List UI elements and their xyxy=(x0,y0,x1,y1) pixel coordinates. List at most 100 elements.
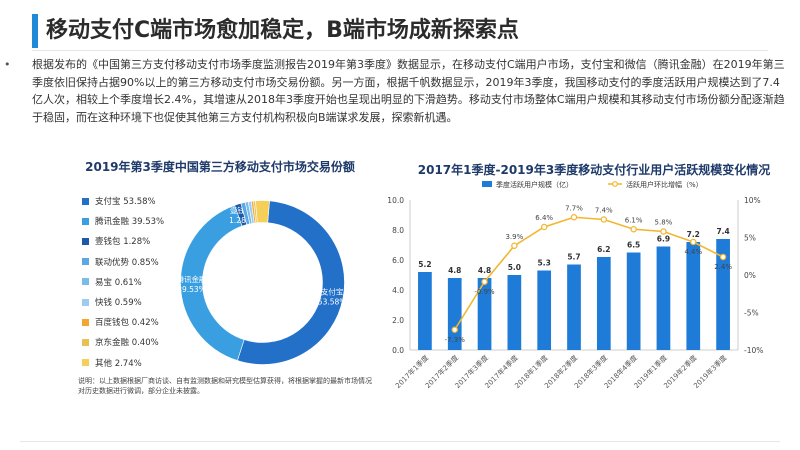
pie-legend-swatch xyxy=(82,258,89,266)
pie-legend-swatch xyxy=(82,197,89,205)
bullet-marker: • xyxy=(4,58,11,71)
left-tick-label: 0.0 xyxy=(392,346,404,355)
pie-legend-label: 易宝 0.61% xyxy=(95,277,142,288)
pie-chart-title: 2019年第3季度中国第三方移动支付市场交易份额 xyxy=(85,160,355,174)
left-tick-label: 10.0 xyxy=(387,196,404,205)
bar-legend-label: 季度活跃用户规模（亿） xyxy=(496,180,573,189)
pie-legend-swatch xyxy=(82,237,89,245)
pie-legend-swatch xyxy=(82,338,89,346)
growth-label: -7.3% xyxy=(445,336,466,344)
intro-paragraph: • 根据发布的《中国第三方支付移动支付市场季度监测报告2019年第3季度》数据显示… xyxy=(4,56,788,126)
combo-chart-title: 2017年1季度-2019年3季度移动支付行业用户活跃规模变化情况 xyxy=(417,163,771,177)
pie-legend-label: 快钱 0.59% xyxy=(95,298,142,309)
right-tick-label: -5% xyxy=(744,309,759,318)
pie-legend-swatch xyxy=(82,318,89,326)
bar-value-label: 5.0 xyxy=(508,263,521,272)
bar-value-label: 7.2 xyxy=(687,230,700,239)
pie-legend-swatch xyxy=(82,217,89,225)
growth-label: 6.4% xyxy=(535,214,553,222)
bar-value-label: 4.8 xyxy=(448,266,461,275)
bar xyxy=(477,278,492,350)
bottom-divider xyxy=(20,441,780,442)
pie-legend: 支付宝 53.58% 腾讯金融 39.53% 壹钱包 1.28% 联动优势 0.85%… xyxy=(82,191,242,373)
pie-legend-item: 壹钱包 1.28% xyxy=(82,231,242,251)
pie-legend-item: 腾讯金融 39.53% xyxy=(82,211,242,231)
growth-point xyxy=(690,238,697,246)
growth-point xyxy=(540,223,548,231)
pie-legend-label: 联动优势 0.85% xyxy=(95,257,159,268)
right-tick-label: 5% xyxy=(744,234,756,243)
pie-slice-label: 39.53% xyxy=(177,285,206,294)
pie-legend-label: 其他 2.74% xyxy=(95,358,142,369)
pie-slice-label: 壹钱包 xyxy=(230,205,253,215)
pie-slice xyxy=(255,200,270,224)
right-tick-label: 0% xyxy=(744,271,756,280)
growth-line xyxy=(454,216,724,331)
growth-label: 7.4% xyxy=(595,207,613,215)
growth-label: -0.9% xyxy=(474,288,495,296)
growth-point xyxy=(600,216,608,223)
pie-legend-swatch xyxy=(82,278,89,286)
intro-text: 根据发布的《中国第三方支付移动支付市场季度监测报告2019年第3季度》数据显示，… xyxy=(32,58,785,124)
line-legend-marker xyxy=(612,181,618,187)
pie-legend-item: 支付宝 53.58% xyxy=(82,191,242,211)
bar xyxy=(716,239,730,350)
left-tick-label: 2.0 xyxy=(392,316,404,325)
bar-value-label: 6.2 xyxy=(597,245,610,254)
page-title: 移动支付C端市场愈加稳定，B端市场成新探索点 xyxy=(46,18,519,43)
bar xyxy=(447,278,462,350)
title-divider xyxy=(32,50,768,51)
bar-value-label: 5.2 xyxy=(418,260,431,269)
pie-slice-label: 53.58% xyxy=(318,298,347,307)
bar xyxy=(418,272,432,350)
growth-label: 7.7% xyxy=(565,204,583,212)
bar xyxy=(626,252,641,350)
pie-slice-label: 腾讯金融 xyxy=(177,274,207,284)
growth-point xyxy=(511,242,518,250)
bar xyxy=(656,246,671,350)
line-legend-label: 活跃用户环比增幅（%） xyxy=(626,180,703,189)
pie-legend-label: 京东金融 0.40% xyxy=(95,338,159,349)
pie-legend-item: 京东金融 0.40% xyxy=(82,332,242,352)
bar-value-label: 5.3 xyxy=(538,259,551,268)
left-tick-label: 6.0 xyxy=(392,256,404,265)
bar xyxy=(596,257,611,350)
growth-label: 3.9% xyxy=(505,233,523,241)
combo-chart: 季度活跃用户规模（亿） 活跃用户环比增幅（%） 0.0 2.0 4.0 6.0 8.0 10.… xyxy=(387,180,763,390)
bar xyxy=(686,242,701,350)
bar-legend-swatch xyxy=(482,181,492,187)
pie-legend-label: 腾讯金融 39.53% xyxy=(95,217,165,228)
growth-point xyxy=(719,253,727,261)
source-note: 说明：以上数据根据厂商访谈、自有监测数据和研究模型估算获得，将根据掌握的最新市场… xyxy=(78,377,372,395)
growth-point xyxy=(451,326,458,333)
pie-legend-label: 百度钱包 0.42% xyxy=(95,318,159,329)
left-tick-label: 8.0 xyxy=(392,226,404,235)
left-tick-label: 4.0 xyxy=(392,286,404,295)
pie-legend-item: 易宝 0.61% xyxy=(82,272,242,292)
growth-label: 2.4% xyxy=(714,263,732,271)
pie-legend-item: 其他 2.74% xyxy=(82,353,242,373)
pie-legend-label: 壹钱包 1.28% xyxy=(95,237,151,248)
pie-legend-swatch xyxy=(82,298,89,306)
growth-point xyxy=(570,214,578,221)
growth-point xyxy=(660,228,667,235)
pie-legend-item: 快钱 0.59% xyxy=(82,292,242,312)
bar xyxy=(567,264,581,350)
bar-value-label: 7.4 xyxy=(716,227,729,236)
bar xyxy=(537,270,552,350)
growth-point xyxy=(481,278,488,286)
right-tick-label: 10% xyxy=(744,196,761,205)
pie-legend-item: 百度钱包 0.42% xyxy=(82,312,242,332)
pie-slice-label: 支付宝 xyxy=(321,287,344,297)
growth-label: 4.4% xyxy=(684,248,702,256)
title-accent-bar xyxy=(32,14,38,48)
right-tick-label: -10% xyxy=(744,346,763,355)
pie-legend-label: 支付宝 53.58% xyxy=(95,197,156,208)
bar-value-label: 5.7 xyxy=(567,253,580,262)
bar-value-label: 6.5 xyxy=(627,241,640,250)
bar-value-label: 4.8 xyxy=(478,266,491,275)
growth-label: 5.8% xyxy=(655,219,673,227)
pie-legend-swatch xyxy=(82,359,89,367)
growth-label: 6.1% xyxy=(625,216,643,224)
